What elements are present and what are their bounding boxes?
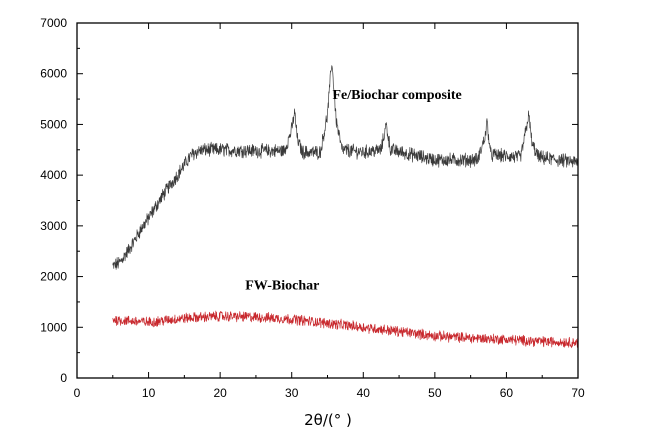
x-tick-label: 20 (213, 386, 227, 400)
series-line-0 (112, 65, 579, 270)
x-tick-label: 10 (142, 386, 156, 400)
x-tick-label: 0 (74, 386, 81, 400)
series-line-1 (112, 310, 579, 349)
annotation-fe-biochar: Fe/Biochar composite (333, 88, 462, 103)
y-tick-label: 0 (60, 371, 67, 385)
x-tick-label: 70 (571, 386, 585, 400)
y-tick-label: 5000 (40, 117, 67, 131)
y-tick-label: 2000 (40, 270, 67, 284)
x-axis-label: 2θ/(° ) (304, 411, 352, 429)
y-tick-label: 6000 (40, 67, 67, 81)
y-tick-label: 1000 (40, 320, 67, 334)
annotation-fw-biochar: FW-Biochar (245, 278, 319, 293)
x-tick-label: 50 (428, 386, 442, 400)
x-tick-label: 40 (357, 386, 371, 400)
x-tick-label: 60 (500, 386, 514, 400)
x-tick-label: 30 (285, 386, 299, 400)
y-tick-label: 7000 (40, 16, 67, 30)
y-tick-label: 4000 (40, 168, 67, 182)
y-tick-label: 3000 (40, 219, 67, 233)
